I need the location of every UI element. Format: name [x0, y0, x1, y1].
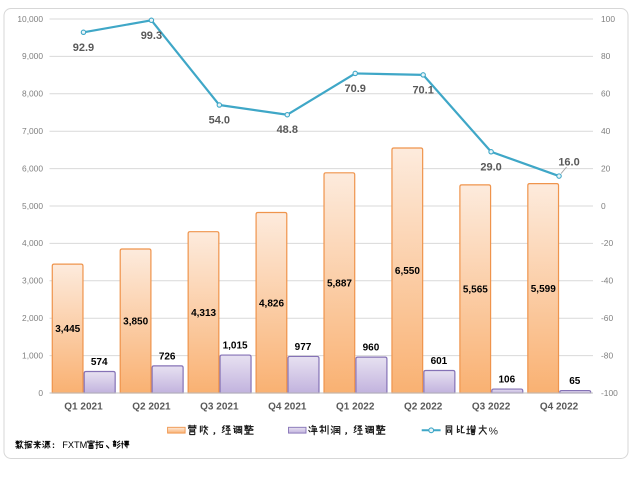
- svg-text:Q4 2022: Q4 2022: [540, 402, 579, 413]
- svg-text:5,599: 5,599: [531, 284, 556, 295]
- svg-text:-60: -60: [601, 313, 613, 323]
- svg-text:Q3 2021: Q3 2021: [200, 402, 239, 413]
- svg-text:1,015: 1,015: [223, 341, 248, 352]
- svg-text:48.8: 48.8: [277, 124, 298, 136]
- svg-text:5,000: 5,000: [22, 201, 43, 211]
- svg-text:3,445: 3,445: [55, 324, 80, 335]
- svg-text:3,000: 3,000: [22, 276, 43, 286]
- svg-text:8,000: 8,000: [22, 89, 43, 99]
- svg-text:65: 65: [569, 376, 581, 387]
- svg-text:5,565: 5,565: [463, 284, 488, 295]
- svg-text:80: 80: [601, 51, 611, 61]
- svg-text:5,887: 5,887: [327, 278, 352, 289]
- svg-text:40: 40: [601, 126, 611, 136]
- svg-text:9,000: 9,000: [22, 51, 43, 61]
- svg-text:0: 0: [38, 388, 43, 398]
- svg-text:29.0: 29.0: [480, 161, 501, 173]
- svg-text:601: 601: [431, 356, 448, 367]
- svg-text:0: 0: [601, 201, 606, 211]
- svg-text:4,826: 4,826: [259, 298, 284, 309]
- svg-text:-100: -100: [601, 388, 618, 398]
- svg-text:574: 574: [91, 357, 108, 368]
- svg-text:FXTM: FXTM: [62, 440, 87, 450]
- svg-text:2,000: 2,000: [22, 313, 43, 323]
- svg-text:4,000: 4,000: [22, 238, 43, 248]
- svg-text:54.0: 54.0: [209, 115, 230, 127]
- svg-text:Q2 2021: Q2 2021: [132, 402, 171, 413]
- svg-text:-20: -20: [601, 238, 613, 248]
- svg-text:60: 60: [601, 89, 611, 99]
- svg-text:%: %: [489, 425, 498, 437]
- svg-text:100: 100: [601, 14, 615, 24]
- svg-text:Q1 2022: Q1 2022: [336, 402, 375, 413]
- svg-text:-80: -80: [601, 350, 613, 360]
- svg-text:726: 726: [159, 351, 176, 362]
- svg-text:960: 960: [363, 343, 380, 354]
- svg-text:70.9: 70.9: [345, 83, 366, 95]
- svg-text:16.0: 16.0: [558, 157, 579, 169]
- svg-text:Q4 2021: Q4 2021: [268, 402, 307, 413]
- svg-text:7,000: 7,000: [22, 126, 43, 136]
- svg-text:70.1: 70.1: [412, 84, 433, 96]
- svg-text:20: 20: [601, 163, 611, 173]
- svg-text:6,550: 6,550: [395, 266, 420, 277]
- svg-text:6,000: 6,000: [22, 163, 43, 173]
- svg-text:Q1 2021: Q1 2021: [64, 402, 103, 413]
- svg-text:10,000: 10,000: [17, 14, 43, 24]
- svg-text:92.9: 92.9: [73, 42, 94, 54]
- svg-text:3,850: 3,850: [123, 317, 148, 328]
- svg-text:4,313: 4,313: [191, 308, 216, 319]
- svg-text:-40: -40: [601, 276, 613, 286]
- svg-text:977: 977: [295, 342, 312, 353]
- svg-text:1,000: 1,000: [22, 350, 43, 360]
- svg-text:Q3 2022: Q3 2022: [472, 402, 511, 413]
- svg-text:106: 106: [498, 375, 515, 386]
- svg-text:99.3: 99.3: [141, 30, 162, 42]
- svg-text:Q2 2022: Q2 2022: [404, 402, 443, 413]
